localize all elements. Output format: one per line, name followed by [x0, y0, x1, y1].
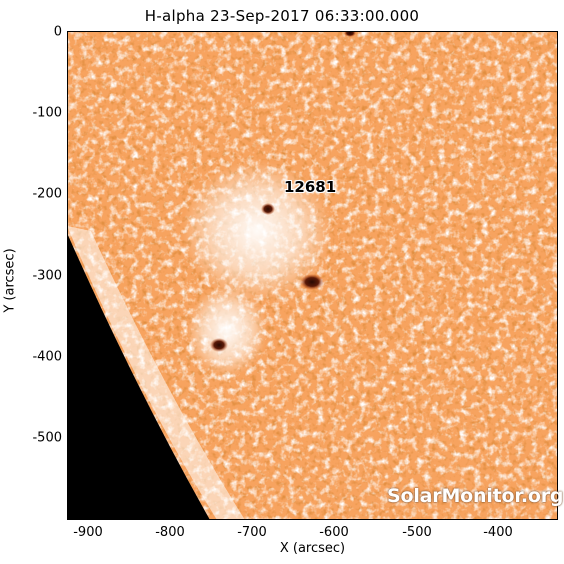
- x-axis-label: X (arcsec): [279, 541, 346, 556]
- y-axis-label: Y (arcsec): [2, 248, 18, 313]
- active-region-label: 12681: [284, 178, 337, 196]
- limb-glow: [67, 226, 245, 520]
- y-tick-label: 0: [53, 24, 62, 40]
- plage-region: [182, 161, 332, 301]
- plage-region-south: [187, 286, 267, 376]
- sunspot: [344, 31, 356, 37]
- x-tick-label: -500: [402, 525, 432, 540]
- y-tick-label: -400: [32, 349, 62, 365]
- solar-image: [67, 31, 558, 520]
- space-beyond-limb: [67, 233, 210, 520]
- y-tick-label: -100: [32, 105, 62, 121]
- y-tick-label: -300: [32, 268, 62, 284]
- x-tick-label: -700: [237, 525, 267, 540]
- y-tick-label: -200: [32, 186, 62, 202]
- y-tick-label: -500: [32, 430, 62, 446]
- x-tick-label: -800: [155, 525, 185, 540]
- x-tick-label: -600: [319, 525, 349, 540]
- watermark: SolarMonitor.org: [387, 485, 564, 507]
- sunspot: [210, 338, 228, 352]
- x-tick-label: -900: [73, 525, 103, 540]
- x-tick-label: -400: [483, 525, 513, 540]
- image-title: H-alpha 23-Sep-2017 06:33:00.000: [144, 7, 420, 25]
- sunspot: [261, 203, 275, 215]
- sunspot: [300, 274, 324, 290]
